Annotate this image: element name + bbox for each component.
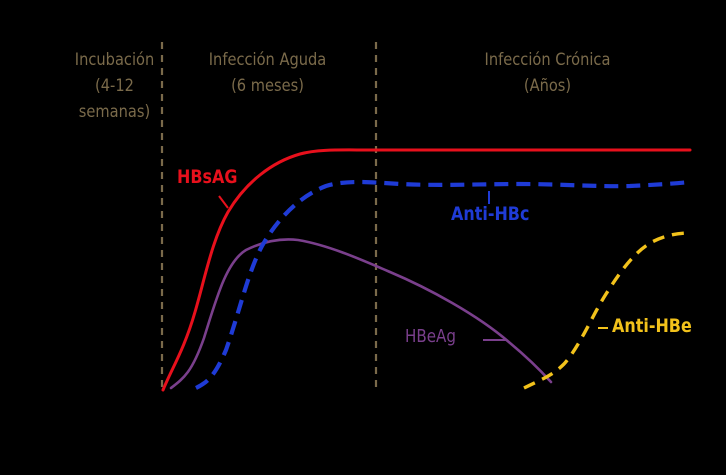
curve-hbsag (161, 148, 692, 392)
phase-acute-label: Infección Aguda (6 meses) (201, 47, 334, 99)
phase-incubation-label: Incubación (4-12 semanas) (69, 47, 159, 125)
phase-incubation-line-3: semanas) (78, 102, 151, 122)
hbsag-label: HBsAG (177, 166, 238, 188)
phase-incubation-line-1: Incubación (74, 50, 155, 70)
phase-incubation-line-2: (4-12 (95, 76, 134, 96)
phase-acute-line-1: Infección Aguda (208, 50, 327, 70)
phase-chronic-line-2: (Años) (523, 76, 572, 96)
hbeag-label: HBeAg (405, 326, 456, 347)
anti-hbe-label: Anti-HBe (612, 315, 692, 337)
curve-anti-hbc (195, 179, 691, 390)
curve-hbeag (169, 238, 553, 390)
anti-hbc-label: Anti-HBc (451, 203, 530, 225)
phase-chronic-label: Infección Crónica (Años) (477, 47, 619, 99)
curve-anti-hbe (523, 231, 691, 390)
hbsag-label-leader (218, 195, 229, 209)
phase-acute-line-2: (6 meses) (231, 76, 304, 96)
phase-chronic-line-1: Infección Crónica (484, 50, 611, 70)
